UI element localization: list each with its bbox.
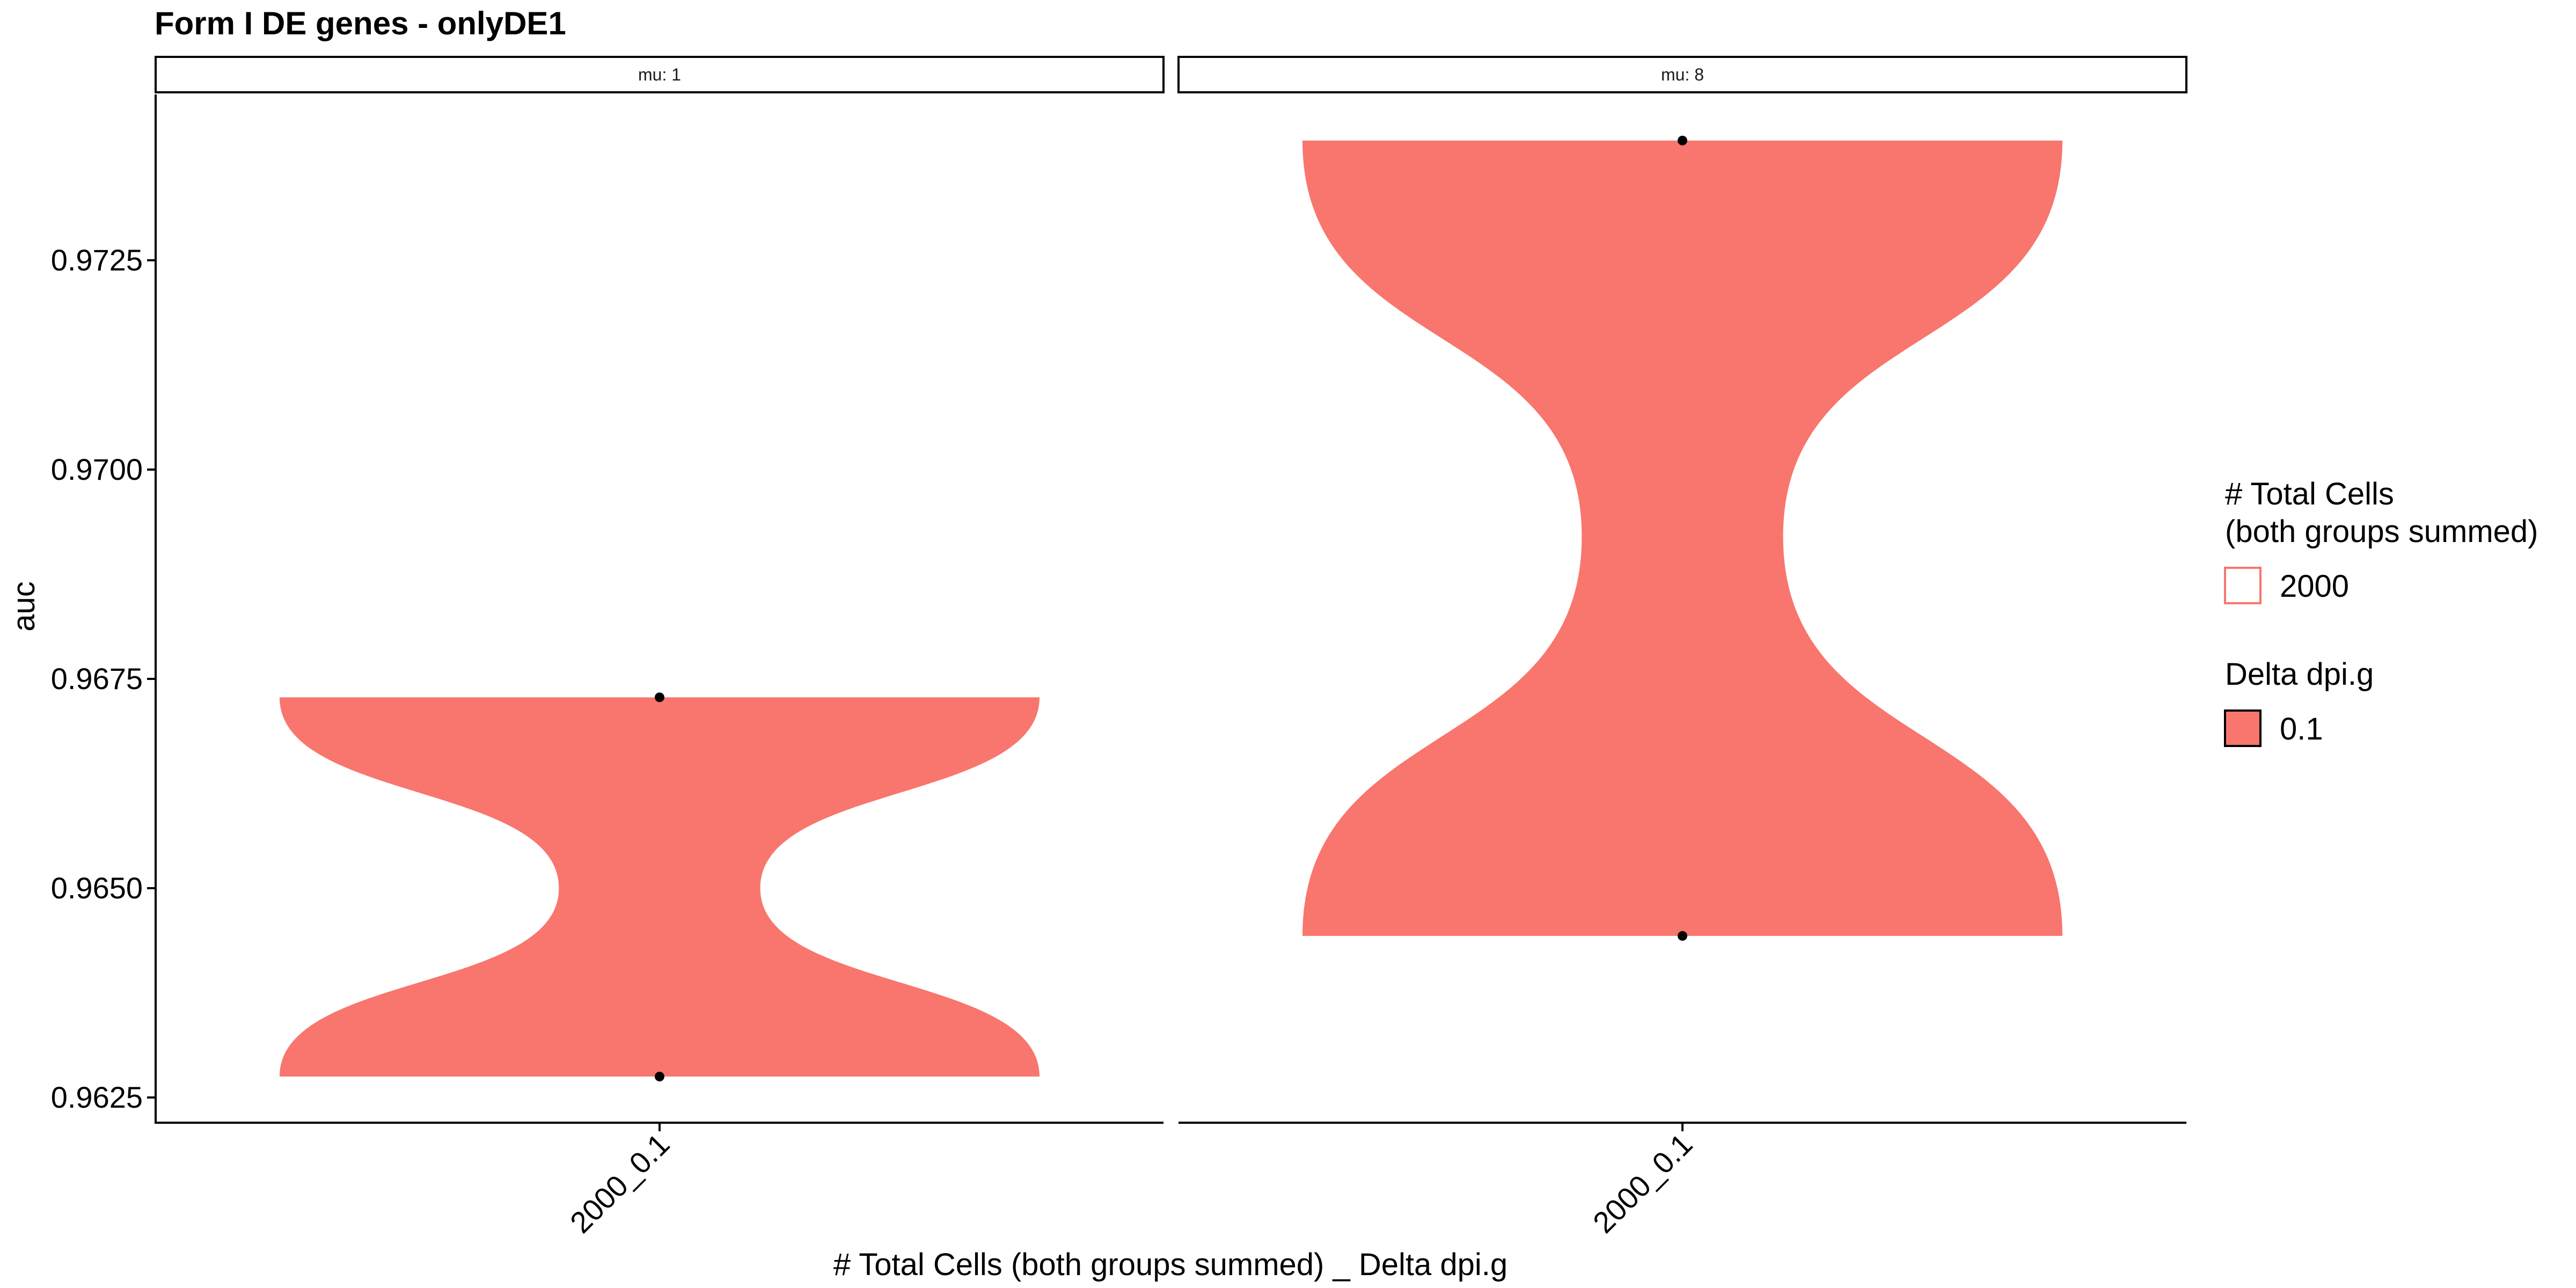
points-layer	[655, 135, 1687, 1081]
panels-layer: mu: 1 mu: 8	[155, 56, 2187, 93]
facet-strip-2	[1177, 56, 2187, 93]
x-axis-label: # Total Cells (both groups summed) _ Del…	[833, 1247, 1507, 1282]
legend: # Total Cells(both groups summed) 2000 Del…	[2224, 477, 2538, 747]
data-point	[655, 692, 664, 702]
y-tick-label: 0.9675	[51, 662, 143, 696]
chart-title: Form I DE genes - onlyDE1	[155, 5, 566, 41]
legend-title-2: Delta dpi.g	[2225, 657, 2374, 692]
x-tick-label-1: 2000_0.1	[564, 1127, 676, 1240]
data-point	[655, 1072, 664, 1081]
data-point	[1678, 135, 1687, 145]
y-tick-label: 0.9650	[51, 871, 143, 905]
violin-2	[1302, 140, 2062, 936]
legend-key-2000	[2224, 567, 2262, 604]
legend-title-1: (both groups summed)	[2225, 514, 2538, 549]
facet-strip-1	[155, 56, 1165, 93]
x-tick-label-2: 2000_0.1	[1586, 1127, 1699, 1240]
legend-label-0.1: 0.1	[2280, 712, 2323, 747]
legend-key-0.1	[2224, 709, 2262, 747]
y-tick-label: 0.9625	[51, 1080, 143, 1114]
violin-1	[280, 697, 1040, 1077]
y-axis-label: auc	[6, 581, 41, 632]
violins-layer	[280, 140, 2062, 1077]
legend-title-1: # Total Cells	[2225, 477, 2394, 511]
legend-label-2000: 2000	[2280, 569, 2349, 604]
y-tick-label: 0.9725	[51, 243, 143, 277]
y-tick-label: 0.9700	[51, 452, 143, 486]
facet-strip-label-1: mu: 1	[638, 65, 681, 84]
data-point	[1678, 931, 1687, 941]
facet-strip-label-2: mu: 8	[1661, 65, 1704, 84]
